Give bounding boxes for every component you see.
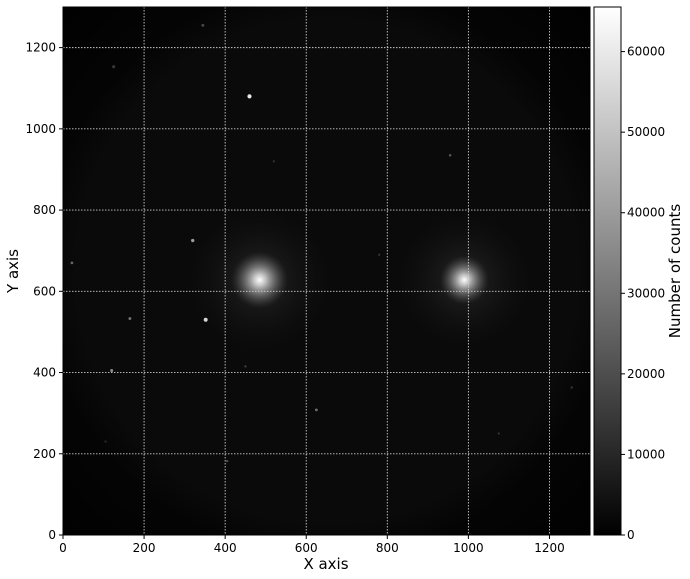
colorbar-tick-label: 0: [627, 528, 635, 542]
y-tick-label: 1200: [25, 41, 56, 55]
colorbar: 0 10000 20000 30000 40000 50000 60000 Number o…: [593, 6, 684, 542]
image-plot-area[interactable]: [63, 7, 590, 535]
colorbar-label: Number of counts: [666, 204, 684, 339]
x-tick-label: 1000: [453, 541, 484, 555]
x-tick-label: 200: [133, 541, 156, 555]
plot-frame: [62, 6, 591, 536]
colorbar-tick-label: 20000: [627, 367, 665, 381]
x-tick-label: 800: [376, 541, 399, 555]
y-axis-label: Y axis: [4, 249, 22, 294]
colorbar-tick-label: 10000: [627, 447, 665, 461]
x-tick-label: 0: [59, 541, 67, 555]
colorbar-tick-label: 30000: [627, 286, 665, 300]
x-axis-ticks: 0 200 400 600 800 1000 1200: [59, 535, 565, 555]
y-tick-label: 800: [33, 203, 56, 217]
y-tick-label: 1000: [25, 122, 56, 136]
y-axis-ticks: 0 200 400 600 800 1000 1200: [25, 41, 63, 542]
x-tick-label: 600: [295, 541, 318, 555]
colorbar-gradient: [593, 6, 622, 536]
y-tick-label: 400: [33, 366, 56, 380]
x-axis-label: X axis: [303, 555, 348, 573]
colorbar-tick-label: 60000: [627, 45, 665, 59]
y-tick-label: 0: [48, 528, 56, 542]
colorbar-tick-label: 40000: [627, 206, 665, 220]
x-tick-label: 1200: [534, 541, 565, 555]
y-tick-label: 200: [33, 447, 56, 461]
y-tick-label: 600: [33, 284, 56, 298]
colorbar-ticks: 0 10000 20000 30000 40000 50000 60000: [621, 45, 665, 542]
image-vignette: [63, 7, 590, 535]
colorbar-tick-label: 50000: [627, 125, 665, 139]
grid-lines: [63, 7, 590, 535]
x-tick-label: 400: [214, 541, 237, 555]
